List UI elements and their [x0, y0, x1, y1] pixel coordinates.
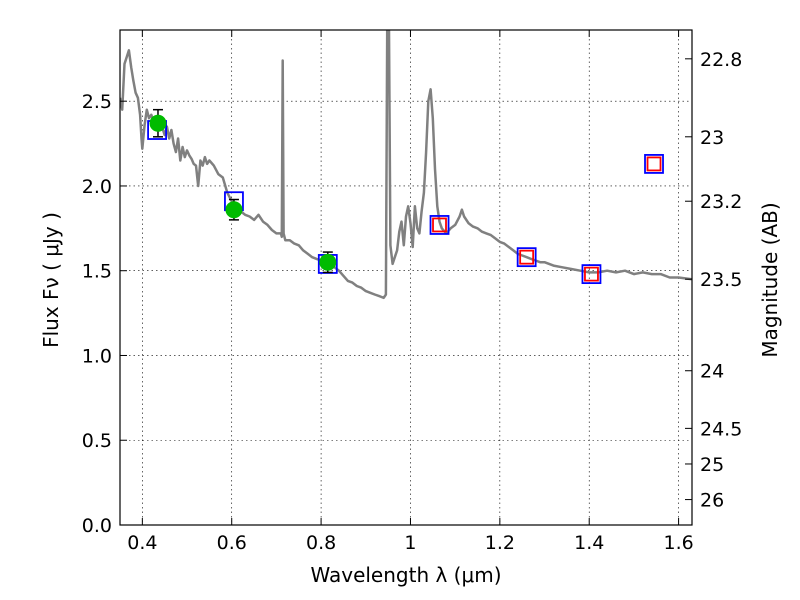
upper-limit-square	[519, 249, 535, 265]
right-tick-label: 23	[700, 127, 724, 149]
x-tick-label: 0.6	[217, 532, 247, 554]
y-tick-label: 0.5	[82, 430, 112, 452]
y-tick-label: 2.0	[82, 176, 112, 198]
y-ticks: 0.0 0.5 1.0 1.5 2.0 2.5	[82, 91, 127, 537]
observed-flux-point	[225, 201, 243, 219]
y-tick-label: 2.5	[82, 91, 112, 113]
axes-border	[119, 29, 693, 526]
model-flux-square	[644, 154, 664, 174]
observed-flux-point	[319, 253, 337, 271]
right-tick-label: 24.5	[700, 418, 742, 440]
spectrum-line	[120, 30, 692, 300]
upper-limit-square	[432, 217, 447, 233]
right-tick-label: 23.2	[700, 191, 742, 213]
x-tick-label: 0.8	[306, 532, 336, 554]
y-tick-label: 1.5	[82, 261, 112, 283]
right-tick-label: 24	[700, 361, 724, 383]
model-flux-square	[429, 215, 450, 235]
grid	[120, 30, 692, 526]
model-flux-square	[516, 247, 537, 268]
upper-limit-square	[646, 156, 662, 172]
right-ticks: 22.8 23 23.2 23.5 24 24.5 25 26	[685, 49, 742, 512]
right-axis-label: Magnitude (AB)	[758, 202, 782, 357]
x-tick-label: 1	[404, 532, 416, 554]
right-tick-label: 23.5	[700, 269, 742, 291]
x-tick-label: 1.4	[574, 532, 604, 554]
x-tick-label: 1.6	[663, 532, 693, 554]
upper-limit-square	[584, 266, 599, 282]
x-ticks: 0.4 0.6 0.8 1 1.2 1.4 1.6	[127, 30, 694, 554]
y-axis-label: Flux Fν ( μJy )	[39, 212, 63, 348]
x-tick-label: 1.2	[485, 532, 515, 554]
right-tick-label: 26	[700, 490, 724, 512]
model-flux-square	[581, 264, 602, 285]
right-tick-label: 22.8	[700, 49, 742, 71]
x-axis-label: Wavelength λ (μm)	[310, 563, 501, 587]
y-tick-label: 1.0	[82, 345, 112, 367]
y-tick-label: 0.0	[82, 515, 112, 537]
axes-frame	[119, 29, 693, 526]
observed-flux-point	[149, 114, 167, 132]
x-tick-label: 0.4	[127, 532, 157, 554]
right-tick-label: 25	[700, 454, 724, 476]
plot-area	[120, 30, 692, 300]
